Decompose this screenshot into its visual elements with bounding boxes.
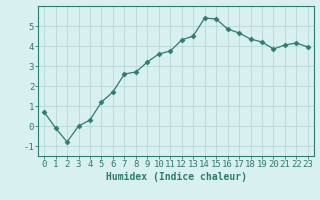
X-axis label: Humidex (Indice chaleur): Humidex (Indice chaleur) <box>106 172 246 182</box>
